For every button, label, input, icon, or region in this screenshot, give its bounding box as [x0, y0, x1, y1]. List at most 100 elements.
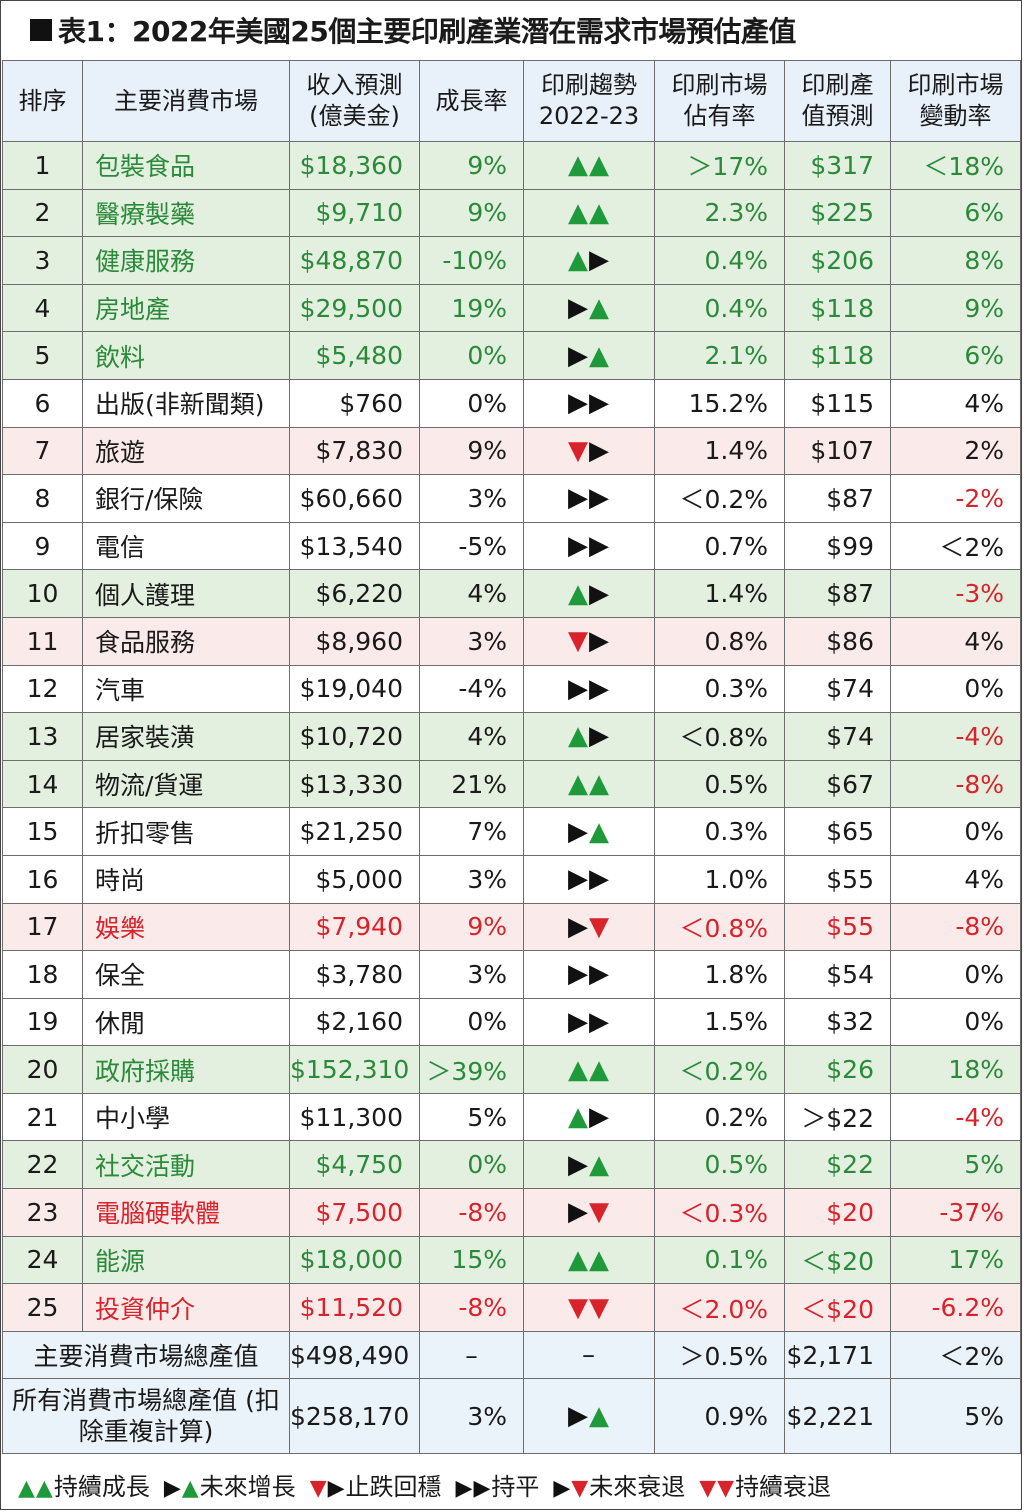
share-cell: ＜0.2%: [654, 474, 785, 523]
growth-cell: -4%: [419, 664, 524, 714]
value-cell: $206: [784, 236, 891, 285]
right-triangle-icon: ▶: [589, 1006, 610, 1037]
legend-item: ▶▶持平: [456, 1467, 540, 1502]
change-cell: -4%: [890, 712, 1021, 761]
up-triangle-icon: ▲: [568, 578, 589, 609]
right-triangle-icon: ▶: [589, 959, 610, 990]
growth-cell: 3%: [419, 950, 524, 999]
share-cell: 1.0%: [654, 854, 785, 904]
change-cell: 4%: [890, 854, 1021, 904]
share-cell: 0.3%: [654, 807, 785, 856]
up-triangle-icon: ▲: [589, 340, 610, 371]
up-triangle-icon: ▲: [589, 816, 610, 847]
growth-cell: 21%: [419, 759, 524, 809]
revenue-cell: $48,870: [289, 236, 420, 285]
revenue-cell: $6,220: [289, 569, 420, 618]
value-cell: $317: [784, 141, 891, 190]
total-row: 所有消費市場總產值 (扣除重複計算) $258,170 3% ▶▲ 0.9% $2,221…: [2, 1378, 1021, 1455]
revenue-cell: $19,040: [289, 664, 420, 714]
right-triangle-icon: ▶: [568, 388, 589, 419]
value-cell: $87: [784, 569, 891, 618]
right-triangle-icon: ▶: [589, 578, 610, 609]
total-revenue-cell: $258,170: [289, 1378, 420, 1455]
total-share-cell: ＞0.5%: [654, 1330, 785, 1380]
trend-cell: ▶▼: [523, 1188, 655, 1237]
table-row: 4 房地產 $29,500 19% ▶▲ 0.4% $118 9%: [2, 283, 1021, 333]
table-row: 19 休閒 $2,160 0% ▶▶ 1.5% $32 0%: [2, 997, 1021, 1047]
up-triangle-icon: ▲: [589, 1244, 610, 1275]
up-triangle-icon: ▲: [589, 150, 610, 181]
value-cell: $22: [784, 1140, 891, 1190]
market-cell: 旅遊: [82, 426, 290, 476]
growth-cell: ＞39%: [419, 1045, 524, 1094]
revenue-cell: $7,830: [289, 426, 420, 476]
up-triangle-icon: ▲: [181, 1475, 200, 1501]
market-cell: 時尚: [82, 854, 290, 904]
legend-label: 持平: [491, 1472, 540, 1501]
total-value-cell: $2,221: [784, 1378, 891, 1455]
legend-symbols: ▶▼: [553, 1476, 589, 1501]
market-cell: 銀行/保險: [82, 474, 290, 523]
total-trend-cell: ▶▲: [523, 1378, 655, 1455]
rank-cell: 22: [2, 1140, 83, 1190]
trend-cell: ▲▶: [523, 236, 655, 285]
revenue-cell: $5,000: [289, 854, 420, 904]
right-triangle-icon: ▶: [589, 245, 610, 276]
growth-cell: -10%: [419, 236, 524, 285]
growth-cell: 9%: [419, 141, 524, 190]
market-cell: 物流/貨運: [82, 759, 290, 809]
right-triangle-icon: ▶: [473, 1475, 492, 1501]
up-triangle-icon: ▲: [568, 1054, 589, 1085]
share-cell: 2.3%: [654, 188, 785, 238]
up-triangle-icon: ▲: [568, 1244, 589, 1275]
header-rank: 排序: [2, 60, 83, 142]
header-row: 排序 主要消費市場 收入預測 (億美金) 成長率 印刷趨勢 2022-23 印刷市場 佔有…: [2, 60, 1021, 142]
share-cell: 0.7%: [654, 521, 785, 571]
growth-cell: 0%: [419, 997, 524, 1047]
right-triangle-icon: ▶: [589, 435, 610, 466]
legend-symbols: ▶▶: [456, 1476, 492, 1501]
rank-cell: 13: [2, 712, 83, 761]
share-cell: 0.5%: [654, 1140, 785, 1190]
table-row: 13 居家裝潢 $10,720 4% ▲▶ ＜0.8% $74 -4%: [2, 712, 1021, 761]
trend-cell: ▶▶: [523, 950, 655, 999]
market-cell: 醫療製藥: [82, 188, 290, 238]
up-triangle-icon: ▲: [589, 1400, 610, 1431]
legend-label: 未來增長: [199, 1472, 296, 1501]
change-cell: 0%: [890, 807, 1021, 856]
market-cell: 電腦硬軟體: [82, 1188, 290, 1237]
market-cell: 居家裝潢: [82, 712, 290, 761]
change-cell: -8%: [890, 759, 1021, 809]
up-triangle-icon: ▲: [568, 721, 589, 752]
rank-cell: 18: [2, 950, 83, 999]
table-row: 2 醫療製藥 $9,710 9% ▲▲ 2.3% $225 6%: [2, 188, 1021, 238]
rank-cell: 21: [2, 1092, 83, 1142]
legend-symbols: ▼▶: [310, 1476, 346, 1501]
revenue-cell: $4,750: [289, 1140, 420, 1190]
table-row: 5 飲料 $5,480 0% ▶▲ 2.1% $118 6%: [2, 331, 1021, 380]
right-triangle-icon: ▶: [589, 721, 610, 752]
change-cell: 4%: [890, 378, 1021, 428]
value-cell: $65: [784, 807, 891, 856]
header-value: 印刷產 值預測: [784, 60, 891, 142]
share-cell: 0.4%: [654, 283, 785, 333]
trend-cell: ▶▲: [523, 807, 655, 856]
right-triangle-icon: ▶: [589, 531, 610, 562]
right-triangle-icon: ▶: [568, 1400, 589, 1431]
table-row: 23 電腦硬軟體 $7,500 -8% ▶▼ ＜0.3% $20 -37%: [2, 1188, 1021, 1237]
share-cell: 0.2%: [654, 1092, 785, 1142]
header-growth: 成長率: [419, 60, 524, 142]
up-triangle-icon: ▲: [589, 1149, 610, 1180]
growth-cell: 4%: [419, 712, 524, 761]
legend-symbols: ▼▼: [699, 1476, 735, 1501]
share-cell: 15.2%: [654, 378, 785, 428]
right-triangle-icon: ▶: [589, 483, 610, 514]
rank-cell: 11: [2, 616, 83, 666]
revenue-cell: $11,520: [289, 1283, 420, 1332]
total-change-cell: 5%: [890, 1378, 1021, 1455]
right-triangle-icon: ▶: [568, 340, 589, 371]
revenue-cell: $7,940: [289, 902, 420, 952]
header-market: 主要消費市場: [82, 60, 290, 142]
change-cell: ＜2%: [890, 521, 1021, 571]
growth-cell: 3%: [419, 474, 524, 523]
